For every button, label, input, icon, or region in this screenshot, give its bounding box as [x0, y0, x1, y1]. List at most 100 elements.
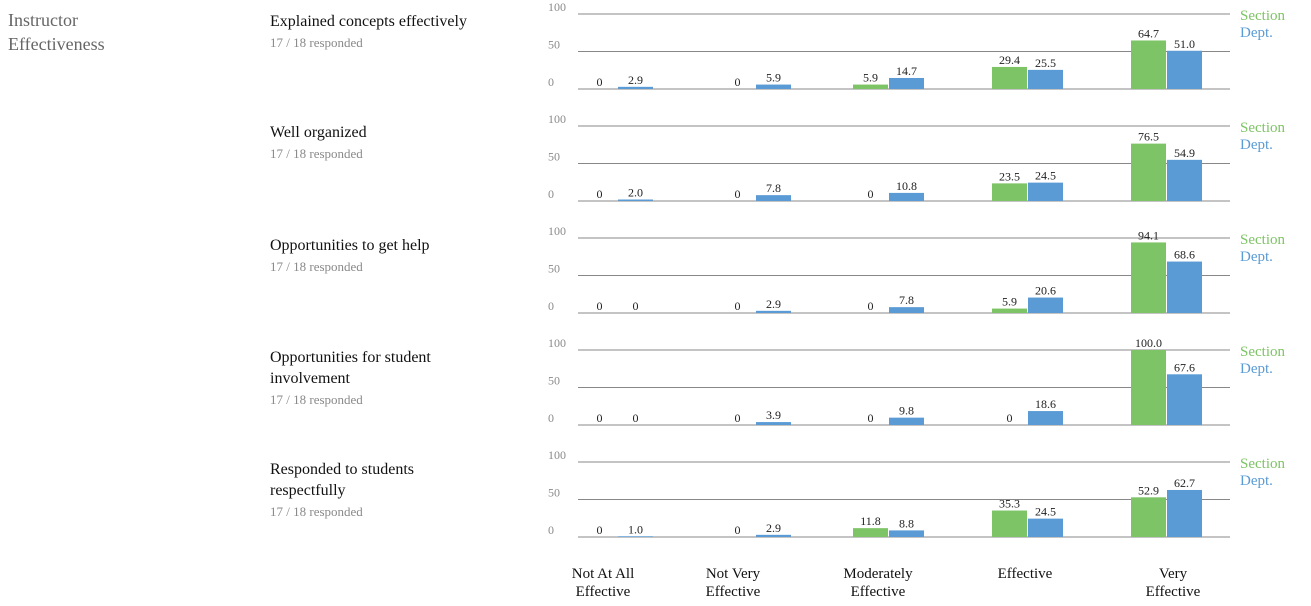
dept-bar [1028, 297, 1063, 313]
dept-value-label: 7.8 [899, 293, 914, 307]
section-bar [1131, 143, 1166, 201]
dept-value-label: 67.6 [1174, 360, 1195, 374]
y-tick-label: 50 [548, 150, 560, 164]
section-value-label: 23.5 [999, 169, 1020, 183]
legend-dept: Dept. [1240, 249, 1273, 265]
section-title: Instructor Effectiveness [8, 8, 105, 56]
chart-respectfully: 100 50 0 0 1.0 0 2.9 11.8 8.8 35.3 24.5 52.9 62.7 Sec… [548, 448, 1285, 538]
category-label-line-2: Effective [705, 584, 761, 600]
section-value-label: 0 [597, 299, 603, 313]
category-label-line-1: Effective [997, 566, 1053, 582]
legend-dept: Dept. [1240, 473, 1273, 489]
chart-well-organized: 100 50 0 0 2.0 0 7.8 0 10.8 23.5 24.5 76.5 54.9 Secti… [548, 112, 1285, 202]
dept-value-label: 2.9 [766, 521, 781, 535]
dept-bar [756, 84, 791, 89]
dept-bar [889, 307, 924, 313]
section-value-label: 0 [735, 523, 741, 537]
dept-bar [618, 86, 653, 89]
section-bar [1131, 40, 1166, 89]
y-tick-label: 100 [548, 448, 566, 462]
dept-value-label: 0 [633, 299, 639, 313]
category-label-line-1: Not At All [571, 566, 635, 582]
chart-student-involvement: 100 50 0 0 0 0 3.9 0 9.8 0 18.6 100.0 67.6 SectionDep… [548, 336, 1285, 426]
dept-value-label: 2.9 [766, 297, 781, 311]
dept-value-label: 20.6 [1035, 284, 1056, 298]
section-bar [1131, 242, 1166, 313]
y-tick-label: 50 [548, 374, 560, 388]
section-value-label: 0 [868, 187, 874, 201]
question-title: Opportunities to get help [270, 237, 430, 254]
category-label-line-1: Very [1158, 566, 1188, 582]
legend-dept: Dept. [1240, 25, 1273, 41]
section-value-label: 29.4 [999, 53, 1020, 67]
dept-bar [756, 195, 791, 201]
dept-bar [756, 310, 791, 313]
section-bar [853, 528, 888, 537]
section-bar [992, 308, 1027, 313]
section-value-label: 52.9 [1138, 483, 1159, 497]
dept-bar [1167, 159, 1202, 201]
section-bar [1131, 350, 1166, 425]
dept-value-label: 10.8 [896, 179, 917, 193]
section-value-label: 0 [735, 299, 741, 313]
section-value-label: 0 [735, 75, 741, 89]
category-label-not-very-effective: Not Very Effective [678, 565, 788, 601]
question-title: Explained concepts effectively [270, 13, 467, 30]
dept-value-label: 2.0 [628, 186, 643, 200]
legend-section: Section [1240, 8, 1285, 24]
section-value-label: 11.8 [860, 514, 881, 528]
dept-value-label: 1.0 [628, 522, 643, 536]
section-value-label: 5.9 [863, 71, 878, 85]
dept-bar [1167, 50, 1202, 89]
section-value-label: 100.0 [1135, 336, 1162, 350]
category-label-line-2: Effective [575, 584, 631, 600]
section-value-label: 0 [597, 411, 603, 425]
y-tick-label: 50 [548, 486, 560, 500]
category-label-line-2: Effective [850, 584, 906, 600]
y-tick-label: 0 [548, 523, 554, 537]
section-value-label: 0 [868, 411, 874, 425]
section-bar [992, 510, 1027, 537]
legend-section: Section [1240, 456, 1285, 472]
dept-value-label: 5.9 [766, 71, 781, 85]
legend-section: Section [1240, 120, 1285, 136]
section-value-label: 35.3 [999, 497, 1020, 511]
question-student-involvement: Opportunities for student involvement 17… [270, 347, 490, 408]
section-value-label: 0 [735, 187, 741, 201]
dept-value-label: 18.6 [1035, 397, 1056, 411]
section-value-label: 76.5 [1138, 130, 1159, 144]
dept-value-label: 51.0 [1174, 37, 1195, 51]
dept-bar [1167, 489, 1202, 537]
question-title: Well organized [270, 124, 367, 141]
dept-bar [889, 530, 924, 537]
y-tick-label: 0 [548, 187, 554, 201]
category-label-line-1: Not Very [705, 566, 761, 582]
y-tick-label: 0 [548, 299, 554, 313]
category-label-very-effective: Very Effective [1118, 565, 1228, 601]
section-title-line-2: Effectiveness [8, 34, 105, 54]
category-label-line-1: Moderately [843, 566, 913, 582]
dept-bar [1167, 261, 1202, 313]
dept-bar [889, 417, 924, 425]
responded-count: 17 / 18 responded [270, 392, 363, 407]
section-value-label: 0 [1007, 411, 1013, 425]
dept-bar [1028, 182, 1063, 201]
dept-value-label: 24.5 [1035, 505, 1056, 519]
responded-count: 17 / 18 responded [270, 259, 363, 274]
question-get-help: Opportunities to get help 17 / 18 respon… [270, 235, 530, 275]
dept-bar [1028, 69, 1063, 89]
responded-count: 17 / 18 responded [270, 35, 363, 50]
dept-bar [1028, 518, 1063, 537]
dept-value-label: 8.8 [899, 516, 914, 530]
question-title: Opportunities for student involvement [270, 349, 431, 387]
question-explained-concepts: Explained concepts effectively 17 / 18 r… [270, 11, 530, 51]
dept-value-label: 25.5 [1035, 56, 1056, 70]
legend-section: Section [1240, 232, 1285, 248]
section-value-label: 0 [597, 523, 603, 537]
section-title-line-1: Instructor [8, 10, 78, 30]
question-respectfully: Responded to students respectfully 17 / … [270, 459, 470, 520]
category-label-effective: Effective [970, 565, 1080, 583]
section-value-label: 0 [868, 299, 874, 313]
dept-value-label: 62.7 [1174, 476, 1195, 490]
dept-value-label: 54.9 [1174, 146, 1195, 160]
